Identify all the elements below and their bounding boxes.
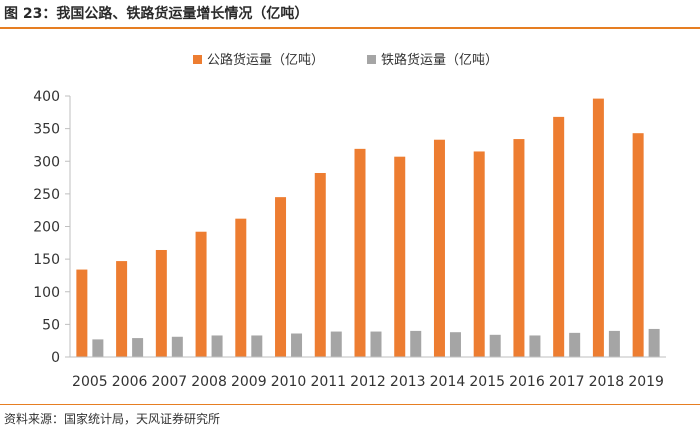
legend-swatch-0: [193, 55, 202, 64]
bar-highway-2007: [155, 249, 167, 357]
bar-highway-2014: [433, 139, 445, 357]
bar-railway-2018: [608, 330, 620, 357]
x-tick-label: 2018: [589, 374, 625, 390]
chart-legend: 公路货运量（亿吨） 铁路货运量（亿吨）: [193, 52, 498, 68]
bar-railway-2007: [171, 336, 183, 357]
x-tick-label: 2007: [152, 374, 188, 390]
source-note: 资料来源：国家统计局，天风证券研究所: [4, 412, 221, 426]
y-tick-label: 50: [42, 317, 60, 333]
bar-highway-2019: [632, 133, 644, 357]
figure-title: 图 23：我国公路、铁路货运量增长情况（亿吨）: [4, 6, 309, 22]
chart-bars: [76, 98, 660, 358]
bar-highway-2008: [195, 231, 207, 357]
bar-highway-2010: [275, 197, 287, 357]
bar-highway-2012: [354, 148, 366, 357]
top-rule: [0, 27, 700, 29]
y-tick-label: 200: [33, 220, 60, 236]
bar-railway-2019: [648, 328, 660, 357]
x-tick-label: 2017: [549, 374, 585, 390]
bar-railway-2015: [489, 334, 501, 357]
bar-railway-2014: [449, 332, 461, 357]
y-tick-label: 300: [33, 154, 60, 170]
legend-label-1: 铁路货运量（亿吨）: [381, 52, 498, 68]
y-tick-label: 100: [33, 285, 60, 301]
y-tick-label: 250: [33, 187, 60, 203]
legend-label-0: 公路货运量（亿吨）: [207, 52, 324, 68]
y-tick-label: 400: [33, 89, 60, 105]
bar-railway-2010: [291, 333, 303, 357]
bar-railway-2011: [330, 331, 342, 357]
bar-railway-2013: [410, 330, 422, 357]
bar-highway-2017: [553, 116, 565, 357]
x-tick-label: 2014: [430, 374, 466, 390]
bar-highway-2016: [513, 139, 525, 357]
bar-railway-2017: [569, 332, 581, 357]
bar-highway-2009: [235, 218, 247, 357]
x-tick-label: 2013: [390, 374, 426, 390]
bar-railway-2006: [132, 338, 144, 357]
y-tick-label: 350: [33, 122, 60, 138]
bar-highway-2005: [76, 269, 88, 357]
legend-swatch-1: [367, 55, 376, 64]
x-tick-label: 2015: [469, 374, 505, 390]
bar-railway-2008: [211, 335, 223, 357]
bar-railway-2012: [370, 331, 382, 357]
bar-highway-2018: [592, 98, 604, 358]
y-tick-label: 150: [33, 252, 60, 268]
x-tick-label: 2016: [509, 374, 545, 390]
x-tick-label: 2019: [628, 374, 664, 390]
bar-railway-2009: [251, 335, 263, 357]
x-axis: 2005 2006 2007 2008 2009 2010 2011 2012 2013 2014…: [70, 356, 666, 390]
x-tick-label: 2008: [191, 374, 227, 390]
y-tick-label: 0: [51, 350, 60, 366]
y-axis: 0 50 100 150 200 250 300 350 400: [33, 89, 71, 366]
x-tick-label: 2010: [271, 374, 307, 390]
x-tick-label: 2006: [112, 374, 148, 390]
bar-highway-2011: [314, 172, 326, 357]
bar-highway-2013: [394, 156, 406, 357]
x-tick-label: 2009: [231, 374, 267, 390]
bar-highway-2015: [473, 151, 485, 357]
x-tick-label: 2011: [310, 374, 346, 390]
x-tick-label: 2012: [350, 374, 386, 390]
bar-highway-2006: [116, 261, 128, 357]
bar-railway-2016: [529, 335, 541, 357]
bottom-rule: [0, 404, 700, 405]
x-tick-label: 2005: [72, 374, 108, 390]
bar-railway-2005: [92, 339, 104, 357]
